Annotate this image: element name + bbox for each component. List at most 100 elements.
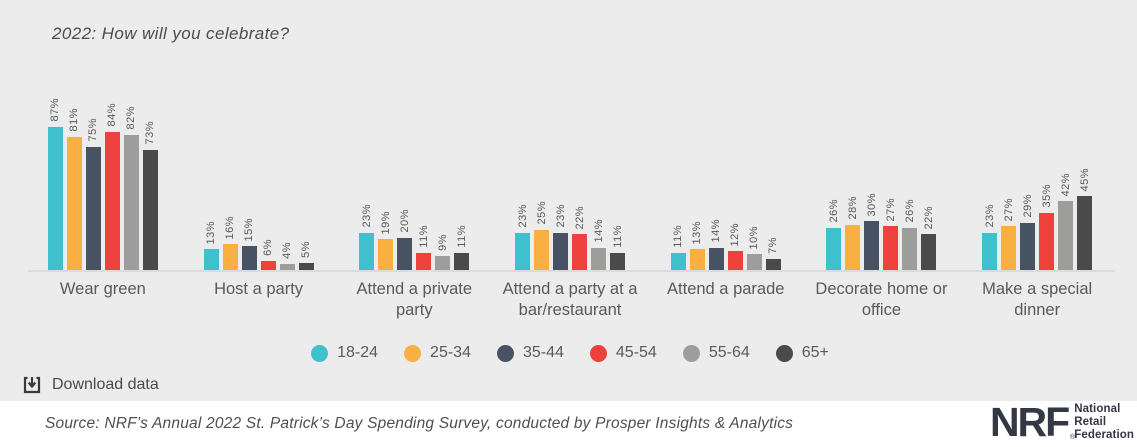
bar-65+[interactable]: [298, 262, 314, 271]
bar-18-24[interactable]: [826, 227, 842, 271]
bar-value-label: 29%: [1021, 194, 1034, 218]
bar-column: 10%: [746, 225, 762, 271]
legend-label: 25-34: [430, 344, 471, 361]
bar-25-34[interactable]: [689, 249, 705, 271]
bar-25-34[interactable]: [378, 239, 394, 271]
bar-25-34[interactable]: [845, 224, 861, 271]
bar-55-64[interactable]: [746, 254, 762, 271]
bar-value-label: 30%: [865, 192, 878, 217]
bar-column: 11%: [610, 225, 626, 271]
bar-65+[interactable]: [610, 252, 626, 271]
bar-55-64[interactable]: [123, 134, 139, 271]
bar-18-24[interactable]: [515, 232, 531, 271]
category-label: Attend a parade: [667, 280, 785, 298]
download-label: Download data: [52, 376, 159, 393]
bar-35-44[interactable]: [864, 221, 880, 271]
bar-45-54[interactable]: [1039, 212, 1055, 271]
nrf-logo: NRF ® National Retail Federation: [990, 402, 1134, 443]
bar-value-label: 13%: [205, 220, 218, 245]
bar-column: 7%: [765, 237, 781, 271]
bar-35-44[interactable]: [708, 247, 724, 271]
bar-value-label: 35%: [1040, 184, 1053, 208]
bar-column: 45%: [1077, 168, 1093, 271]
legend-item-25-34[interactable]: 25-34: [404, 344, 471, 362]
source-text: Source: NRF’s Annual 2022 St. Patrick’s …: [45, 415, 794, 432]
bar-25-34[interactable]: [66, 136, 82, 271]
bar-55-64[interactable]: [591, 247, 607, 271]
bar-25-34[interactable]: [222, 244, 238, 271]
bar-35-44[interactable]: [553, 232, 569, 271]
bar-18-24[interactable]: [982, 232, 998, 271]
bar-group: 87% 81% 75% 84% 82% 73%: [25, 80, 181, 271]
bar-65+[interactable]: [921, 234, 937, 271]
bar-column: 22%: [572, 205, 588, 271]
bar-group: 26% 28% 30% 27% 26% 22%: [804, 80, 960, 271]
bar-35-44[interactable]: [241, 246, 257, 271]
bar-column: 14%: [708, 219, 724, 271]
category-label: Wear green: [59, 280, 146, 298]
bar-column: 5%: [298, 241, 314, 271]
bar-column: 73%: [142, 121, 158, 271]
bar-column: 75%: [85, 118, 101, 271]
nrf-logo-line: National: [1074, 403, 1121, 416]
bar-55-64[interactable]: [435, 256, 451, 271]
bar-column: 82%: [123, 106, 139, 271]
category-label: Attend a private party: [356, 280, 473, 319]
registered-mark: ®: [1070, 434, 1076, 441]
legend-dot: [775, 344, 793, 362]
bar-25-34[interactable]: [1001, 226, 1017, 271]
category-label: Decorate home or office: [815, 280, 948, 319]
x-axis-line: [28, 270, 1115, 272]
bar-65+[interactable]: [1077, 196, 1093, 271]
bar-65+[interactable]: [765, 259, 781, 271]
bar-value-label: 10%: [748, 225, 761, 250]
bar-18-24[interactable]: [47, 126, 63, 271]
bar-55-64[interactable]: [1058, 201, 1074, 271]
bar-18-24[interactable]: [359, 232, 375, 271]
legend-item-65+[interactable]: 65+: [775, 344, 829, 362]
legend-label: 55-64: [708, 344, 750, 361]
bar-column: 14%: [591, 219, 607, 271]
legend-item-55-64[interactable]: 55-64: [682, 344, 750, 362]
legend-item-18-24[interactable]: 18-24: [311, 344, 378, 362]
bar-column: 30%: [864, 192, 880, 271]
bar-18-24[interactable]: [670, 252, 686, 271]
bar-value-label: 12%: [729, 222, 742, 247]
legend-dot: [404, 344, 422, 362]
bar-45-54[interactable]: [727, 251, 743, 271]
bar-35-44[interactable]: [85, 146, 101, 271]
bar-value-label: 23%: [554, 204, 567, 228]
bar-25-34[interactable]: [534, 229, 550, 271]
bar-18-24[interactable]: [203, 249, 219, 271]
bar-column: 25%: [534, 201, 550, 271]
bar-column: 27%: [883, 198, 899, 271]
bar-55-64[interactable]: [902, 227, 918, 271]
bar-column: 35%: [1039, 184, 1055, 271]
bar-value-label: 22%: [573, 205, 586, 230]
bar-45-54[interactable]: [883, 226, 899, 271]
category-labels-row: Wear green Host a party Attend a private p…: [25, 279, 1115, 320]
bar-value-label: 42%: [1059, 172, 1072, 197]
bar-35-44[interactable]: [397, 237, 413, 271]
bar-45-54[interactable]: [572, 234, 588, 271]
bar-45-54[interactable]: [416, 252, 432, 271]
bar-column: 11%: [454, 225, 470, 271]
bar-45-54[interactable]: [104, 131, 120, 271]
bar-45-54[interactable]: [260, 261, 276, 271]
bar-value-label: 7%: [767, 237, 780, 255]
bar-55-64[interactable]: [279, 264, 295, 271]
legend-item-35-44[interactable]: 35-44: [496, 344, 564, 362]
bar-value-label: 11%: [455, 225, 468, 248]
category-label: Make a special dinner: [982, 280, 1093, 319]
bar-value-label: 73%: [144, 121, 157, 145]
bar-value-label: 23%: [983, 204, 996, 228]
legend-item-45-54[interactable]: 45-54: [589, 344, 657, 362]
bar-65+[interactable]: [142, 149, 158, 271]
bar-value-label: 84%: [106, 103, 119, 127]
download-data-button[interactable]: Download data: [22, 375, 159, 395]
bar-35-44[interactable]: [1020, 222, 1036, 271]
bar-65+[interactable]: [454, 252, 470, 271]
bar-column: 84%: [104, 103, 120, 271]
bar-column: 12%: [727, 222, 743, 271]
